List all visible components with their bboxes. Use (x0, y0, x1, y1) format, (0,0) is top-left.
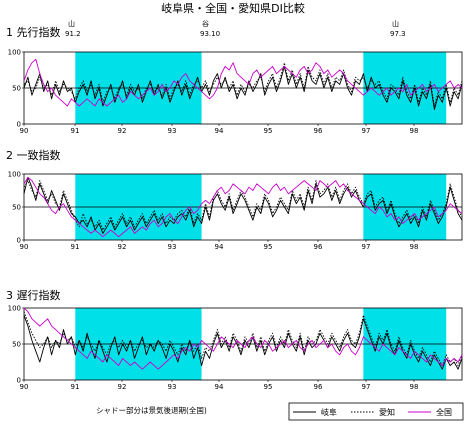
legend-gifu-label: 岐阜 (321, 407, 337, 417)
x-tick-label: 93 (168, 243, 177, 251)
x-tick-label: 97 (362, 243, 371, 251)
series-line-aichi (23, 311, 463, 367)
x-tick-label: 95 (264, 243, 273, 251)
x-tick-label: 95 (264, 127, 273, 135)
x-tick-label: 95 (264, 383, 273, 391)
x-tick-label: 92 (118, 243, 127, 251)
x-tick-label: 92 (118, 383, 127, 391)
series-line-national (23, 307, 463, 370)
y-tick-label: 50 (12, 85, 21, 93)
peak1-kind: 山 (68, 19, 75, 28)
x-tick-label: 90 (20, 127, 29, 135)
panel-2-title: 2 一致指数 (6, 148, 61, 162)
panel-lagging-index: 0 50 100 90 91 92 93 94 95 96 97 98 (8, 305, 463, 391)
x-tick-label: 96 (314, 127, 323, 135)
x-tick-label: 90 (20, 243, 29, 251)
series-line-aichi (23, 180, 463, 231)
figure-title: 岐阜県・全国・愛知県DI比較 (161, 1, 305, 15)
series-line-gifu (23, 176, 463, 234)
y-tick-label: 100 (8, 305, 21, 313)
x-tick-label: 96 (314, 243, 323, 251)
panel-1-title: 1 先行指数 (6, 25, 61, 39)
y-tick-label: 0 (17, 237, 21, 245)
x-tick-label: 94 (215, 127, 224, 135)
y-tick-label: 0 (17, 121, 21, 129)
panel-3-title: 3 遅行指数 (6, 288, 61, 302)
x-tick-label: 94 (215, 243, 224, 251)
footnote: シャドー部分は景気後退期(全国) (96, 405, 207, 415)
series-line-aichi (23, 62, 463, 107)
series-line-national (23, 58, 463, 107)
peak2-label: 97.3 (390, 30, 406, 38)
y-tick-label: 100 (8, 171, 21, 179)
x-tick-label: 92 (118, 127, 127, 135)
x-tick-label: 91 (71, 127, 80, 135)
x-tick-label: 93 (168, 127, 177, 135)
x-tick-label: 97 (362, 127, 371, 135)
peak1-label: 91.2 (65, 30, 81, 38)
x-tick-label: 91 (71, 243, 80, 251)
x-tick-label: 98 (410, 383, 419, 391)
x-tick-label: 91 (71, 383, 80, 391)
x-tick-label: 94 (215, 383, 224, 391)
series-line-gifu (23, 65, 463, 111)
y-tick-label: 0 (17, 377, 21, 385)
panel-coincident-index: 0 50 100 90 91 92 93 94 95 96 97 98 (8, 171, 463, 251)
peak2-kind: 山 (392, 19, 399, 28)
y-tick-label: 50 (12, 341, 21, 349)
panel-leading-index: 0 50 100 90 91 92 93 94 95 96 97 98 (8, 49, 463, 135)
legend: 岐阜 愛知 全国 (288, 402, 464, 421)
x-tick-label: 98 (410, 243, 419, 251)
trough-kind: 谷 (202, 19, 209, 28)
x-tick-label: 97 (362, 383, 371, 391)
y-tick-label: 50 (12, 204, 21, 212)
x-tick-label: 93 (168, 383, 177, 391)
legend-aichi-label: 愛知 (379, 407, 395, 417)
series-line-gifu (23, 315, 463, 370)
series-line-national (23, 176, 463, 238)
y-tick-label: 100 (8, 49, 21, 57)
legend-box (288, 402, 464, 421)
legend-national-label: 全国 (436, 407, 452, 417)
trough-label: 93.10 (200, 30, 220, 38)
x-tick-label: 98 (410, 127, 419, 135)
x-tick-label: 96 (314, 383, 323, 391)
x-tick-label: 90 (20, 383, 29, 391)
